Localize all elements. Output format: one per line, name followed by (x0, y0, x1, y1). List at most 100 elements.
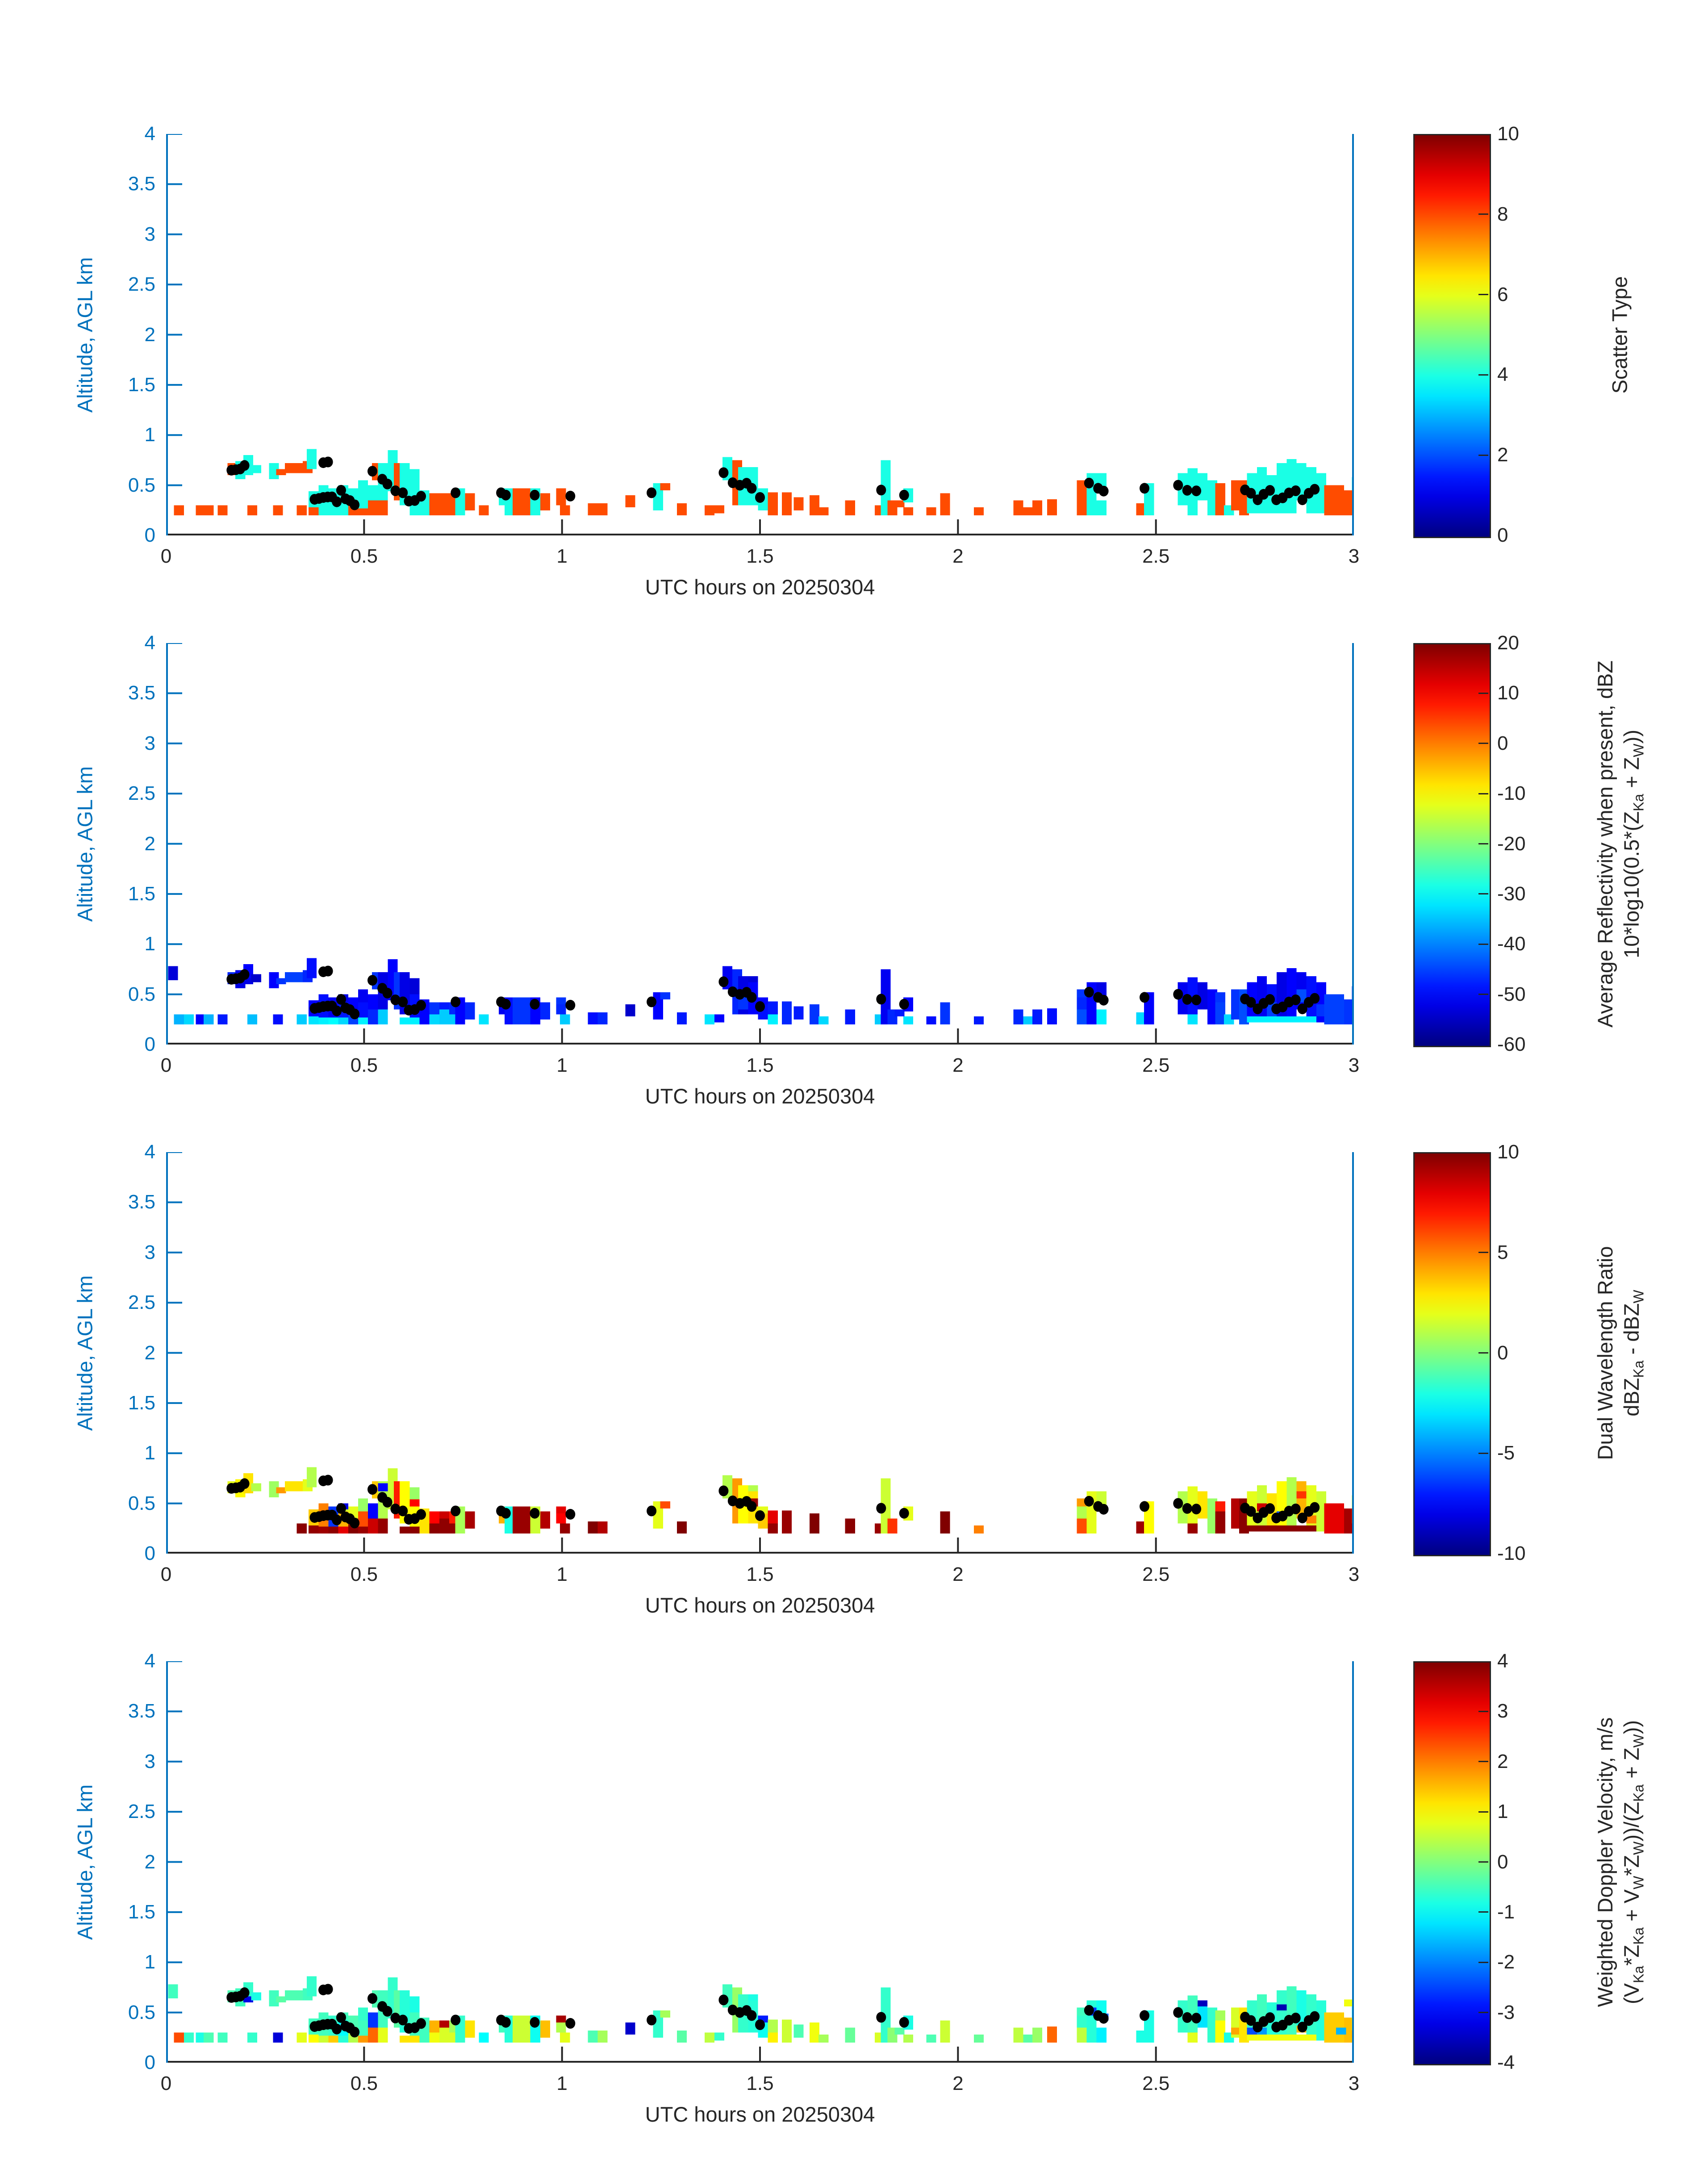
x-tick-label: 0 (160, 545, 172, 567)
plot-area-average-reflectivity (166, 643, 1354, 1045)
y-tick-label: 4 (144, 123, 155, 145)
colorbar-tick (1478, 454, 1488, 456)
colorbar-tick (1478, 893, 1488, 895)
x-tick-label: 2 (952, 545, 964, 567)
colorbar-weighted-doppler-velocity (1413, 1661, 1491, 2065)
x-tick-label: 3 (1348, 1054, 1360, 1076)
x-tick-label: 2.5 (1142, 2073, 1170, 2094)
colorbar-label: Scatter Type (1608, 276, 1632, 393)
x-axis-label: UTC hours on 20250304 (645, 575, 875, 599)
x-tick-label: 0.5 (350, 2073, 378, 2094)
colorbar-label: Average Reflectivity when present, dBZ 10… (1593, 660, 1647, 1028)
x-tick-label: 0 (160, 1563, 172, 1585)
x-tick-label: 2 (952, 1563, 964, 1585)
plot-area-scatter-type (166, 134, 1354, 535)
y-axis-label: Altitude, AGL km (73, 766, 97, 922)
y-tick-label: 3 (144, 1750, 155, 1772)
x-tick-label: 1 (556, 1563, 568, 1585)
y-tick-label: 2.5 (128, 1291, 155, 1314)
x-tick-label: 0 (160, 1054, 172, 1076)
y-tick-label: 2 (144, 323, 155, 346)
x-tick-label: 0.5 (350, 545, 378, 567)
colorbar-tick-label: -1 (1497, 1901, 1515, 1923)
x-axis-label: UTC hours on 20250304 (645, 1593, 875, 1617)
colorbar-tick-label: -3 (1497, 2001, 1515, 2023)
colorbar-label: Weighted Doppler Velocity, m/s (VKa*ZKa +… (1593, 1717, 1647, 2007)
y-tick-label: 3 (144, 732, 155, 754)
y-tick-label: 2 (144, 1341, 155, 1364)
x-tick-label: 1.5 (746, 1563, 774, 1585)
x-tick-label: 3 (1348, 545, 1360, 567)
plot-area-weighted-doppler-velocity (166, 1661, 1354, 2063)
x-tick-label: 1.5 (746, 1054, 774, 1076)
colorbar-tick-label: 10 (1497, 123, 1519, 145)
colorbar-tick-label: -2 (1497, 1951, 1515, 1973)
colorbar-dual-wavelength-ratio (1413, 1152, 1491, 1556)
colorbar-tick-label: 3 (1497, 1700, 1508, 1722)
x-tick-label: 3 (1348, 1563, 1360, 1585)
colorbar-tick-label: -60 (1497, 1033, 1526, 1055)
colorbar-tick-label: 4 (1497, 364, 1508, 386)
plot-area-dual-wavelength-ratio (166, 1152, 1354, 1554)
colorbar-tick-label: 2 (1497, 444, 1508, 466)
colorbar-tick (1478, 294, 1488, 296)
y-tick-label: 1.5 (128, 1901, 155, 1923)
y-tick-label: 0 (144, 1542, 155, 1564)
colorbar-tick (1478, 1252, 1488, 1254)
y-tick-label: 1 (144, 424, 155, 446)
y-tick-label: 0.5 (128, 474, 155, 496)
x-tick-label: 2.5 (1142, 545, 1170, 567)
y-tick-label: 2.5 (128, 782, 155, 805)
x-tick-label: 1.5 (746, 2073, 774, 2094)
y-tick-label: 0.5 (128, 983, 155, 1005)
x-tick-label: 2.5 (1142, 1563, 1170, 1585)
colorbar-tick (1478, 1911, 1488, 1913)
y-tick-label: 3.5 (128, 173, 155, 195)
y-tick-label: 0 (144, 2052, 155, 2073)
y-tick-label: 3 (144, 223, 155, 245)
colorbar-tick-label: 2 (1497, 1750, 1508, 1772)
colorbar-tick-label: -10 (1497, 1542, 1526, 1564)
x-tick-label: 1 (556, 545, 568, 567)
x-tick-label: 1 (556, 1054, 568, 1076)
y-tick-label: 1.5 (128, 882, 155, 905)
y-tick-label: 1.5 (128, 1391, 155, 1414)
y-tick-label: 0.5 (128, 1492, 155, 1514)
colorbar-scatter-type (1413, 134, 1491, 538)
colorbar-tick (1478, 213, 1488, 215)
x-axis-label: UTC hours on 20250304 (645, 2102, 875, 2126)
x-tick-label: 1 (556, 2073, 568, 2094)
colorbar-tick-label: -30 (1497, 882, 1526, 905)
y-axis-label: Altitude, AGL km (73, 1275, 97, 1431)
y-tick-label: 0 (144, 524, 155, 546)
y-axis-label: Altitude, AGL km (73, 257, 97, 413)
colorbar-tick-label: 0 (1497, 524, 1508, 546)
colorbar-tick (1478, 843, 1488, 844)
x-tick-label: 0.5 (350, 1563, 378, 1585)
x-tick-label: 2 (952, 2073, 964, 2094)
colorbar-tick-label: 20 (1497, 632, 1519, 654)
colorbar-tick-label: 0 (1497, 1851, 1508, 1873)
y-axis-label: Altitude, AGL km (73, 1784, 97, 1940)
y-tick-label: 1.5 (128, 373, 155, 396)
y-tick-label: 2 (144, 832, 155, 855)
colorbar-tick-label: 0 (1497, 732, 1508, 754)
colorbar-tick-label: -50 (1497, 983, 1526, 1005)
colorbar-tick (1478, 2012, 1488, 2014)
y-tick-label: 3 (144, 1241, 155, 1263)
colorbar-tick-label: -4 (1497, 2052, 1515, 2073)
y-tick-label: 4 (144, 1650, 155, 1672)
y-tick-label: 2.5 (128, 1801, 155, 1823)
x-tick-label: 1.5 (746, 545, 774, 567)
y-tick-label: 4 (144, 1141, 155, 1163)
colorbar-tick-label: 8 (1497, 203, 1508, 225)
colorbar-tick (1478, 374, 1488, 376)
colorbar-tick-label: 10 (1497, 1141, 1519, 1163)
colorbar-tick (1478, 1861, 1488, 1863)
colorbar-tick (1478, 743, 1488, 744)
x-tick-label: 3 (1348, 2073, 1360, 2094)
colorbar-tick (1478, 1811, 1488, 1813)
y-tick-label: 0 (144, 1033, 155, 1055)
